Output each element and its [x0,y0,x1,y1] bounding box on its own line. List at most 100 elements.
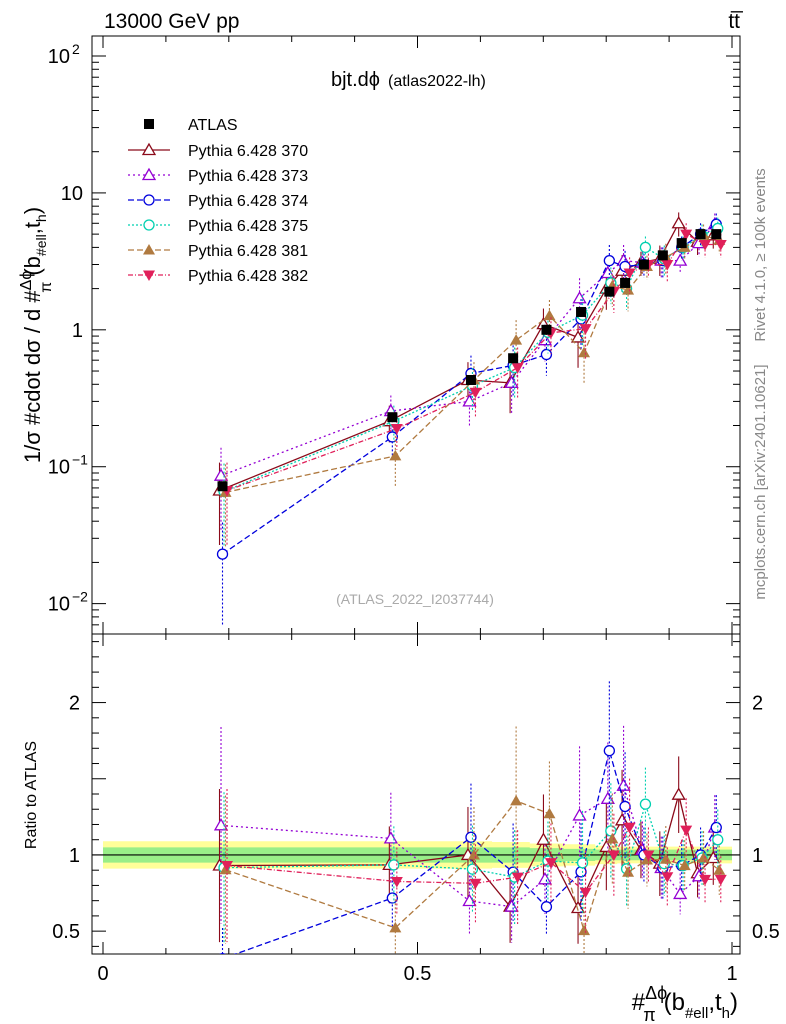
ratio-point [710,821,722,834]
chart-subtitle: (atlas2022-lh) [388,73,486,90]
ratio-point [469,878,482,890]
y-label-b: (b [20,256,45,276]
series-point [462,394,477,407]
ratio-point [544,858,557,869]
data-point [541,324,552,335]
x-label-b: (b [664,989,685,1016]
ratio-point [659,853,672,864]
ratio-point [678,859,691,871]
data-point [604,286,615,297]
series-point [579,324,592,335]
ratio-point [642,850,655,861]
mcplots-label: mcplots.cern.ch [arXiv:2401.10621] [752,364,769,599]
legend-marker-data [144,119,154,129]
y-tick-exponent: −2 [72,589,88,605]
ratio-point [616,778,631,791]
ratio-point [219,863,232,875]
legend-label: Pythia 6.428 382 [188,268,308,285]
series-point [469,387,482,399]
ratio-point [697,852,710,863]
ratio-point [603,745,615,757]
data-point [695,229,706,240]
y-label-ell: #ell [33,234,49,256]
series-point [623,268,636,280]
ratio-point [540,901,553,913]
legend-label: Pythia 6.428 374 [188,193,308,210]
ratio-point [221,861,234,872]
ratio-point [389,921,402,933]
ratio-point [386,892,398,904]
ratio-point [623,822,636,834]
series-point [540,348,553,361]
legend-marker [143,194,155,206]
legend-label: Pythia 6.428 370 [188,143,308,160]
ratio-point [673,886,688,900]
y-tick-exponent: −1 [72,452,88,468]
series-point [213,468,229,481]
y-axis-label-main: 1/σ #cdot dσ / d #Δϕ π (b#ell,th) [18,207,55,463]
ratio-tick-label-right: 1 [752,845,763,867]
series-point [386,431,398,443]
ratio-point [572,808,587,821]
legend-marker [143,219,155,231]
legend-marker [141,167,157,181]
x-label-hash: # [632,989,646,1016]
ratio-uncertainty-bands [92,841,740,869]
analysis-id-label: (ATLAS_2022_I2037744) [336,591,494,607]
series-point [578,346,591,358]
series-point [216,548,229,560]
ratio-point [219,953,226,954]
data-point [620,277,631,288]
series-point [510,334,523,345]
x-tick-label: 0.5 [404,963,432,985]
energy-label: 13000 GeV pp [104,10,239,33]
rivet-version-label: Rivet 4.1.0, ≥ 100k events [752,168,769,341]
process-label: tt̅ [728,10,744,33]
ratio-point [661,872,674,883]
data-point [676,238,687,249]
ratio-point [510,794,523,806]
ratio-tick-label-left: 2 [69,693,80,715]
y-tick-label: 10 [48,457,70,479]
x-label-numerator: Δϕ [645,983,667,1003]
ratio-point [536,832,551,845]
ratio-point [606,832,619,844]
legend-label: Pythia 6.428 375 [188,218,308,235]
series-point [511,363,524,374]
ratio-tick-label-left: 1 [69,845,80,867]
series-point [389,449,402,461]
legend-label: Pythia 6.428 381 [188,243,308,260]
data-point [217,481,228,492]
ratio-tick-label-right: 2 [752,693,763,715]
y-tick-label: 10 [48,46,70,68]
x-label-h: h [722,1005,730,1022]
series-point [661,259,674,271]
data-point [576,306,587,317]
x-tick-label: 1 [726,963,737,985]
y-label-close: ) [20,207,45,214]
series-point [680,229,693,241]
ratio-point [390,876,403,888]
x-label-denominator: π [643,1005,655,1024]
ratio-point [607,850,620,861]
x-tick-label: 0 [97,963,108,985]
y-label-prefix: 1/σ #cdot dσ / d # [20,290,45,463]
data-point [711,229,722,240]
ratio-point [504,899,519,912]
data-point [508,353,519,364]
ratio-point [619,800,631,813]
ratio-tick-label-right: 0.5 [752,921,780,943]
data-point [387,412,398,423]
x-label-ell: #ell [685,1005,708,1022]
y-axis-label-ratio: Ratio to ATLAS [23,741,40,849]
ratio-tick-label-left: 0.5 [52,921,80,943]
data-point [465,374,476,385]
legend-label-data: ATLAS [188,117,238,134]
ratio-point [388,859,400,871]
series-point [639,241,652,254]
legend-marker [143,270,155,281]
ratio-series-layer [212,681,727,954]
x-axis-label: #Δϕ π (b#ell,th) [632,983,738,1024]
